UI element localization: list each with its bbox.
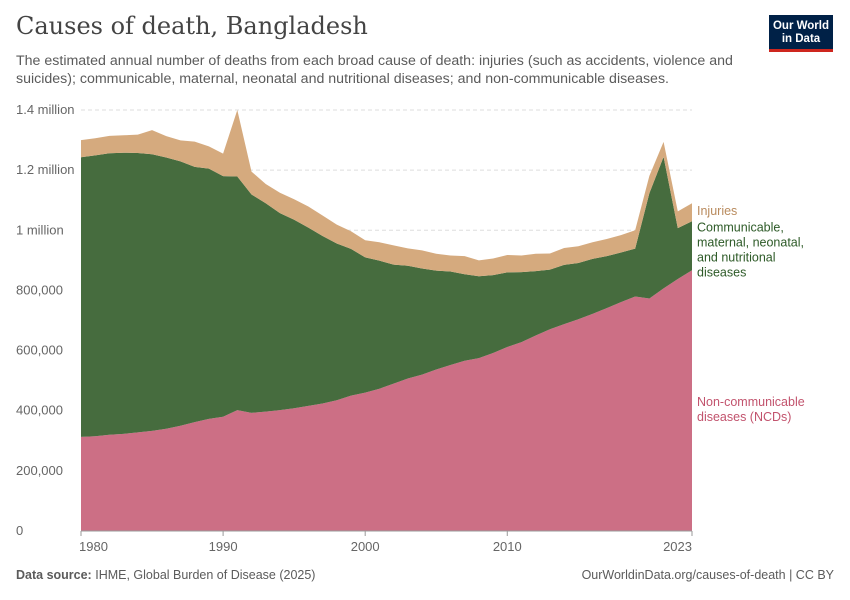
chart-subtitle: The estimated annual number of deaths fr… xyxy=(16,53,733,87)
logo-line-2: in Data xyxy=(781,33,821,45)
series-label-line: and nutritional xyxy=(697,250,776,264)
y-tick-label: 0 xyxy=(16,523,23,538)
area-series-1 xyxy=(81,152,692,437)
x-tick-label: 2010 xyxy=(493,539,522,554)
owid-logo[interactable]: Our World in Data xyxy=(769,15,833,52)
area-layer xyxy=(81,110,692,531)
series-label-line: Communicable, xyxy=(697,220,784,234)
y-tick-label: 1 million xyxy=(16,222,64,237)
axis-layer: 0 200,000 400,000 600,000 800,000 1 million 1.… xyxy=(16,102,693,554)
y-tick-label: 800,000 xyxy=(16,282,63,297)
y-tick-label: 400,000 xyxy=(16,403,63,418)
chart-title: Causes of death, Bangladesh xyxy=(16,12,368,40)
data-source-label: Data source: xyxy=(16,568,92,582)
data-source: Data source: IHME, Global Burden of Dise… xyxy=(16,568,315,582)
series-label-line: Non-communicable xyxy=(697,395,805,409)
y-tick-label: 1.4 million xyxy=(16,102,75,117)
y-tick-label: 600,000 xyxy=(16,343,63,358)
series-label-line: diseases xyxy=(697,265,746,279)
y-tick-label: 1.2 million xyxy=(16,162,75,177)
series-label-line: Injuries xyxy=(697,204,737,218)
x-tick-label: 2000 xyxy=(351,539,380,554)
series-label-line: maternal, neonatal, xyxy=(697,235,804,249)
x-tick-label: 2023 xyxy=(663,539,692,554)
y-tick-label: 200,000 xyxy=(16,463,63,478)
data-source-text: IHME, Global Burden of Disease (2025) xyxy=(95,568,316,582)
stacked-area-chart: 0 200,000 400,000 600,000 800,000 1 million 1.… xyxy=(16,102,805,554)
area-series-2 xyxy=(81,110,692,277)
series-label-line: diseases (NCDs) xyxy=(697,410,791,424)
area-series-0 xyxy=(81,270,692,531)
x-tick-label: 1990 xyxy=(209,539,238,554)
x-tick-label: 1980 xyxy=(79,539,108,554)
logo-line-1: Our World xyxy=(772,20,829,32)
source-url[interactable]: OurWorldinData.org/causes-of-death | CC … xyxy=(581,568,834,582)
